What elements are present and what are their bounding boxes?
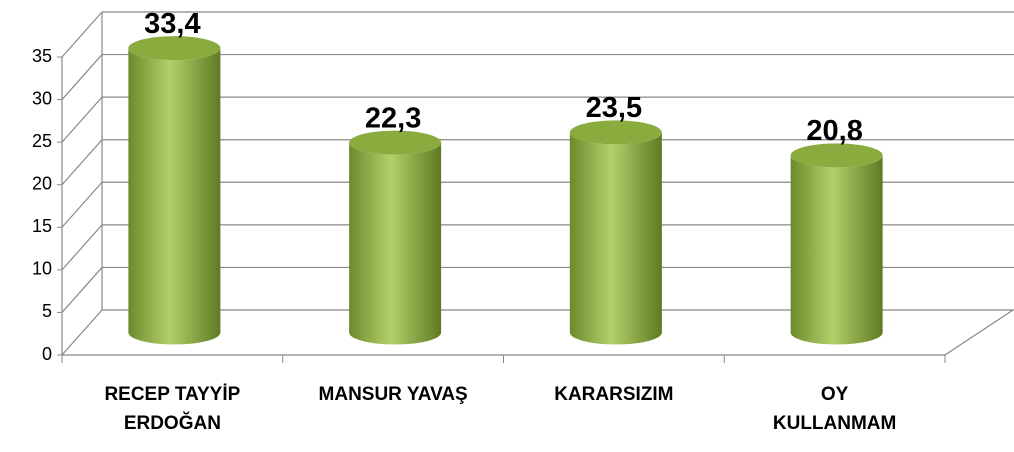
bar xyxy=(790,155,883,345)
grid-line xyxy=(61,96,103,143)
y-tick-label: 0 xyxy=(42,344,52,364)
grid-line xyxy=(61,181,103,228)
grid-line xyxy=(61,11,103,58)
x-tick-label: RECEP TAYYİP ERDOĞAN xyxy=(104,384,241,434)
grid-line xyxy=(61,267,103,313)
data-label: 22,3 xyxy=(365,102,421,134)
bar xyxy=(349,142,442,345)
bar-top xyxy=(569,120,662,145)
data-label: 33,4 xyxy=(144,8,200,40)
grid-line xyxy=(61,309,103,356)
grid-line xyxy=(61,139,103,186)
y-tick-label: 10 xyxy=(32,259,52,279)
y-tick-label: 5 xyxy=(42,301,52,321)
y-tick-label: 30 xyxy=(32,88,52,108)
bar-top xyxy=(128,36,221,61)
x-tick-label: KARARSIZIM xyxy=(554,384,674,405)
x-tick-label: OY KULLANMAM xyxy=(772,384,897,434)
bar xyxy=(128,48,221,345)
bar xyxy=(569,132,662,345)
y-tick-label: 15 xyxy=(32,216,52,236)
y-tick-label: 20 xyxy=(32,173,52,193)
floor-edge xyxy=(944,309,1014,356)
bar-top xyxy=(790,143,883,168)
x-tick-label: MANSUR YAVAŞ xyxy=(318,384,468,405)
data-label: 20,8 xyxy=(806,115,862,147)
grid-line xyxy=(61,54,103,100)
y-tick-label: 35 xyxy=(32,46,52,66)
grid-line xyxy=(61,224,103,271)
y-tick-label: 25 xyxy=(32,131,52,151)
data-label: 23,5 xyxy=(586,92,642,124)
bar-top xyxy=(349,130,442,155)
